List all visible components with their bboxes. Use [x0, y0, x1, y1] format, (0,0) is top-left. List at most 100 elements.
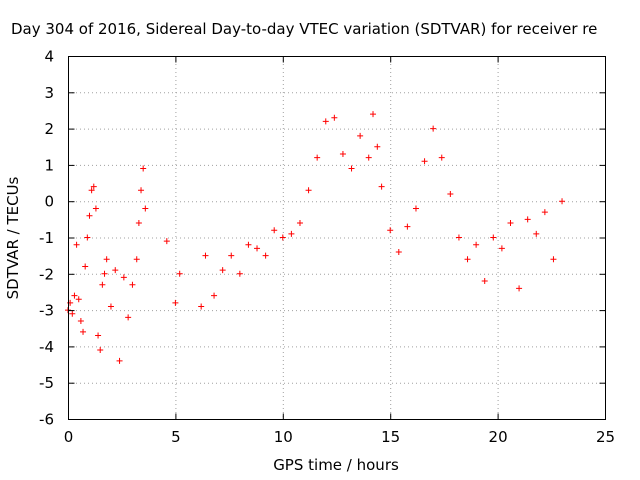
- data-points: [65, 111, 566, 364]
- y-tick-label: 1: [44, 156, 54, 174]
- data-point: [387, 227, 394, 234]
- data-point: [490, 234, 497, 241]
- x-tick-labels: 0 5 10 15 20 25: [64, 428, 615, 446]
- y-tick-labels: -6 -5 -4 -3 -2 -1 0 1 2 3 4: [39, 48, 54, 429]
- data-point: [550, 256, 557, 263]
- axis-ticks: [68, 56, 606, 420]
- data-point: [559, 198, 566, 205]
- data-point: [84, 234, 91, 241]
- y-tick-label: -4: [39, 338, 54, 356]
- data-point: [73, 241, 80, 248]
- data-point: [97, 347, 104, 354]
- data-point: [498, 245, 505, 252]
- data-point: [395, 249, 402, 256]
- data-point: [142, 205, 149, 212]
- data-point: [138, 187, 145, 194]
- data-point: [69, 310, 76, 317]
- data-point: [88, 187, 95, 194]
- data-point: [421, 158, 428, 165]
- data-point: [438, 154, 445, 161]
- data-point: [279, 234, 286, 241]
- data-point: [172, 299, 179, 306]
- data-point: [101, 270, 108, 277]
- data-point: [370, 111, 377, 118]
- data-point: [374, 143, 381, 150]
- x-tick-label: 5: [171, 428, 181, 446]
- data-point: [112, 267, 119, 274]
- data-point: [331, 114, 338, 121]
- data-point: [473, 241, 480, 248]
- y-axis-label: SDTVAR / TECUs: [4, 176, 22, 299]
- data-point: [378, 183, 385, 190]
- data-point: [95, 332, 102, 339]
- data-point: [322, 118, 329, 125]
- x-tick-label: 15: [381, 428, 400, 446]
- data-point: [236, 270, 243, 277]
- data-point: [228, 252, 235, 259]
- y-tick-label: -5: [39, 374, 54, 392]
- data-point: [288, 230, 295, 237]
- data-point: [163, 238, 170, 245]
- data-point: [365, 154, 372, 161]
- data-point: [447, 190, 454, 197]
- data-point: [404, 223, 411, 230]
- y-tick-label: -6: [39, 411, 54, 429]
- data-point: [339, 151, 346, 158]
- data-point: [314, 154, 321, 161]
- x-tick-label: 10: [274, 428, 293, 446]
- data-point: [412, 205, 419, 212]
- data-point: [533, 230, 540, 237]
- chart-title: Day 304 of 2016, Sidereal Day-to-day VTE…: [11, 20, 597, 38]
- data-point: [245, 241, 252, 248]
- data-point: [82, 263, 89, 270]
- data-point: [202, 252, 209, 259]
- data-point: [116, 357, 123, 364]
- data-point: [524, 216, 531, 223]
- data-point: [271, 227, 278, 234]
- data-point: [90, 183, 97, 190]
- data-point: [481, 278, 488, 285]
- data-point: [80, 328, 87, 335]
- data-point: [211, 292, 218, 299]
- x-tick-label: 20: [489, 428, 508, 446]
- data-point: [133, 256, 140, 263]
- data-point: [516, 285, 523, 292]
- data-point: [254, 245, 261, 252]
- data-point: [135, 219, 142, 226]
- data-point: [296, 219, 303, 226]
- x-tick-label: 25: [596, 428, 615, 446]
- data-point: [120, 274, 127, 281]
- y-tick-label: 2: [44, 120, 54, 138]
- data-point: [198, 303, 205, 310]
- data-point: [86, 212, 93, 219]
- data-point: [305, 187, 312, 194]
- y-tick-label: 0: [44, 193, 54, 211]
- data-point: [176, 270, 183, 277]
- y-tick-label: 4: [44, 48, 54, 66]
- data-point: [262, 252, 269, 259]
- data-point: [107, 303, 114, 310]
- data-point: [140, 165, 147, 172]
- data-point: [103, 256, 110, 263]
- data-point: [464, 256, 471, 263]
- data-point: [348, 165, 355, 172]
- data-point: [129, 281, 136, 288]
- data-point: [75, 296, 82, 303]
- y-tick-label: 3: [44, 84, 54, 102]
- y-tick-label: -1: [39, 229, 54, 247]
- y-tick-label: -3: [39, 302, 54, 320]
- y-tick-label: -2: [39, 265, 54, 283]
- grid: [68, 56, 605, 419]
- data-point: [125, 314, 132, 321]
- data-point: [92, 205, 99, 212]
- data-point: [430, 125, 437, 132]
- data-point: [507, 219, 514, 226]
- data-point: [219, 267, 226, 274]
- data-point: [357, 132, 364, 139]
- data-point: [71, 292, 78, 299]
- x-tick-label: 0: [64, 428, 74, 446]
- data-point: [77, 317, 84, 324]
- data-point: [455, 234, 462, 241]
- data-point: [99, 281, 106, 288]
